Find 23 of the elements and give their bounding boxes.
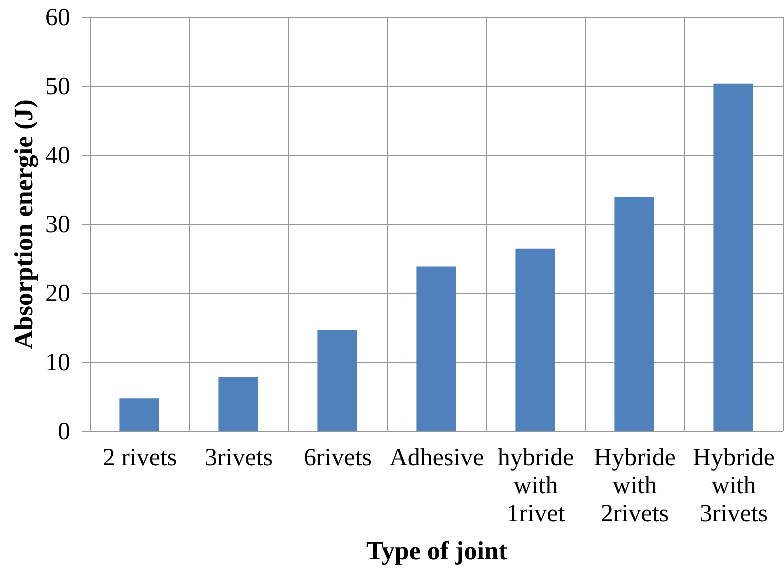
x-tick-label: 6rivets bbox=[304, 444, 372, 472]
bar bbox=[318, 330, 358, 431]
x-tick-label: Adhesive bbox=[390, 444, 484, 472]
x-axis-title: Type of joint bbox=[366, 536, 508, 566]
bar bbox=[516, 248, 556, 431]
x-tick-label: Hybride with 2rivets bbox=[594, 444, 676, 528]
x-tick-label: 3rivets bbox=[204, 444, 274, 472]
y-tick-label: 10 bbox=[46, 350, 70, 376]
y-tick-label: 50 bbox=[46, 74, 70, 100]
bar bbox=[218, 377, 258, 431]
y-tick-label: 0 bbox=[58, 418, 70, 446]
x-tick-label: Hybride with 3rivets bbox=[693, 444, 775, 528]
y-tick-label: 30 bbox=[46, 212, 70, 238]
y-tick-label: 60 bbox=[46, 4, 70, 32]
x-tick-label: hybride with 1rivet bbox=[498, 444, 574, 528]
y-tick-label: 40 bbox=[46, 142, 70, 170]
bar bbox=[714, 84, 754, 431]
y-axis-title: Absorption energie (J) bbox=[10, 100, 38, 350]
x-tick-label: 2 rivets bbox=[102, 444, 178, 472]
bar bbox=[614, 197, 654, 431]
bar bbox=[416, 266, 456, 431]
bar bbox=[120, 398, 160, 431]
y-tick-label: 20 bbox=[46, 280, 70, 308]
